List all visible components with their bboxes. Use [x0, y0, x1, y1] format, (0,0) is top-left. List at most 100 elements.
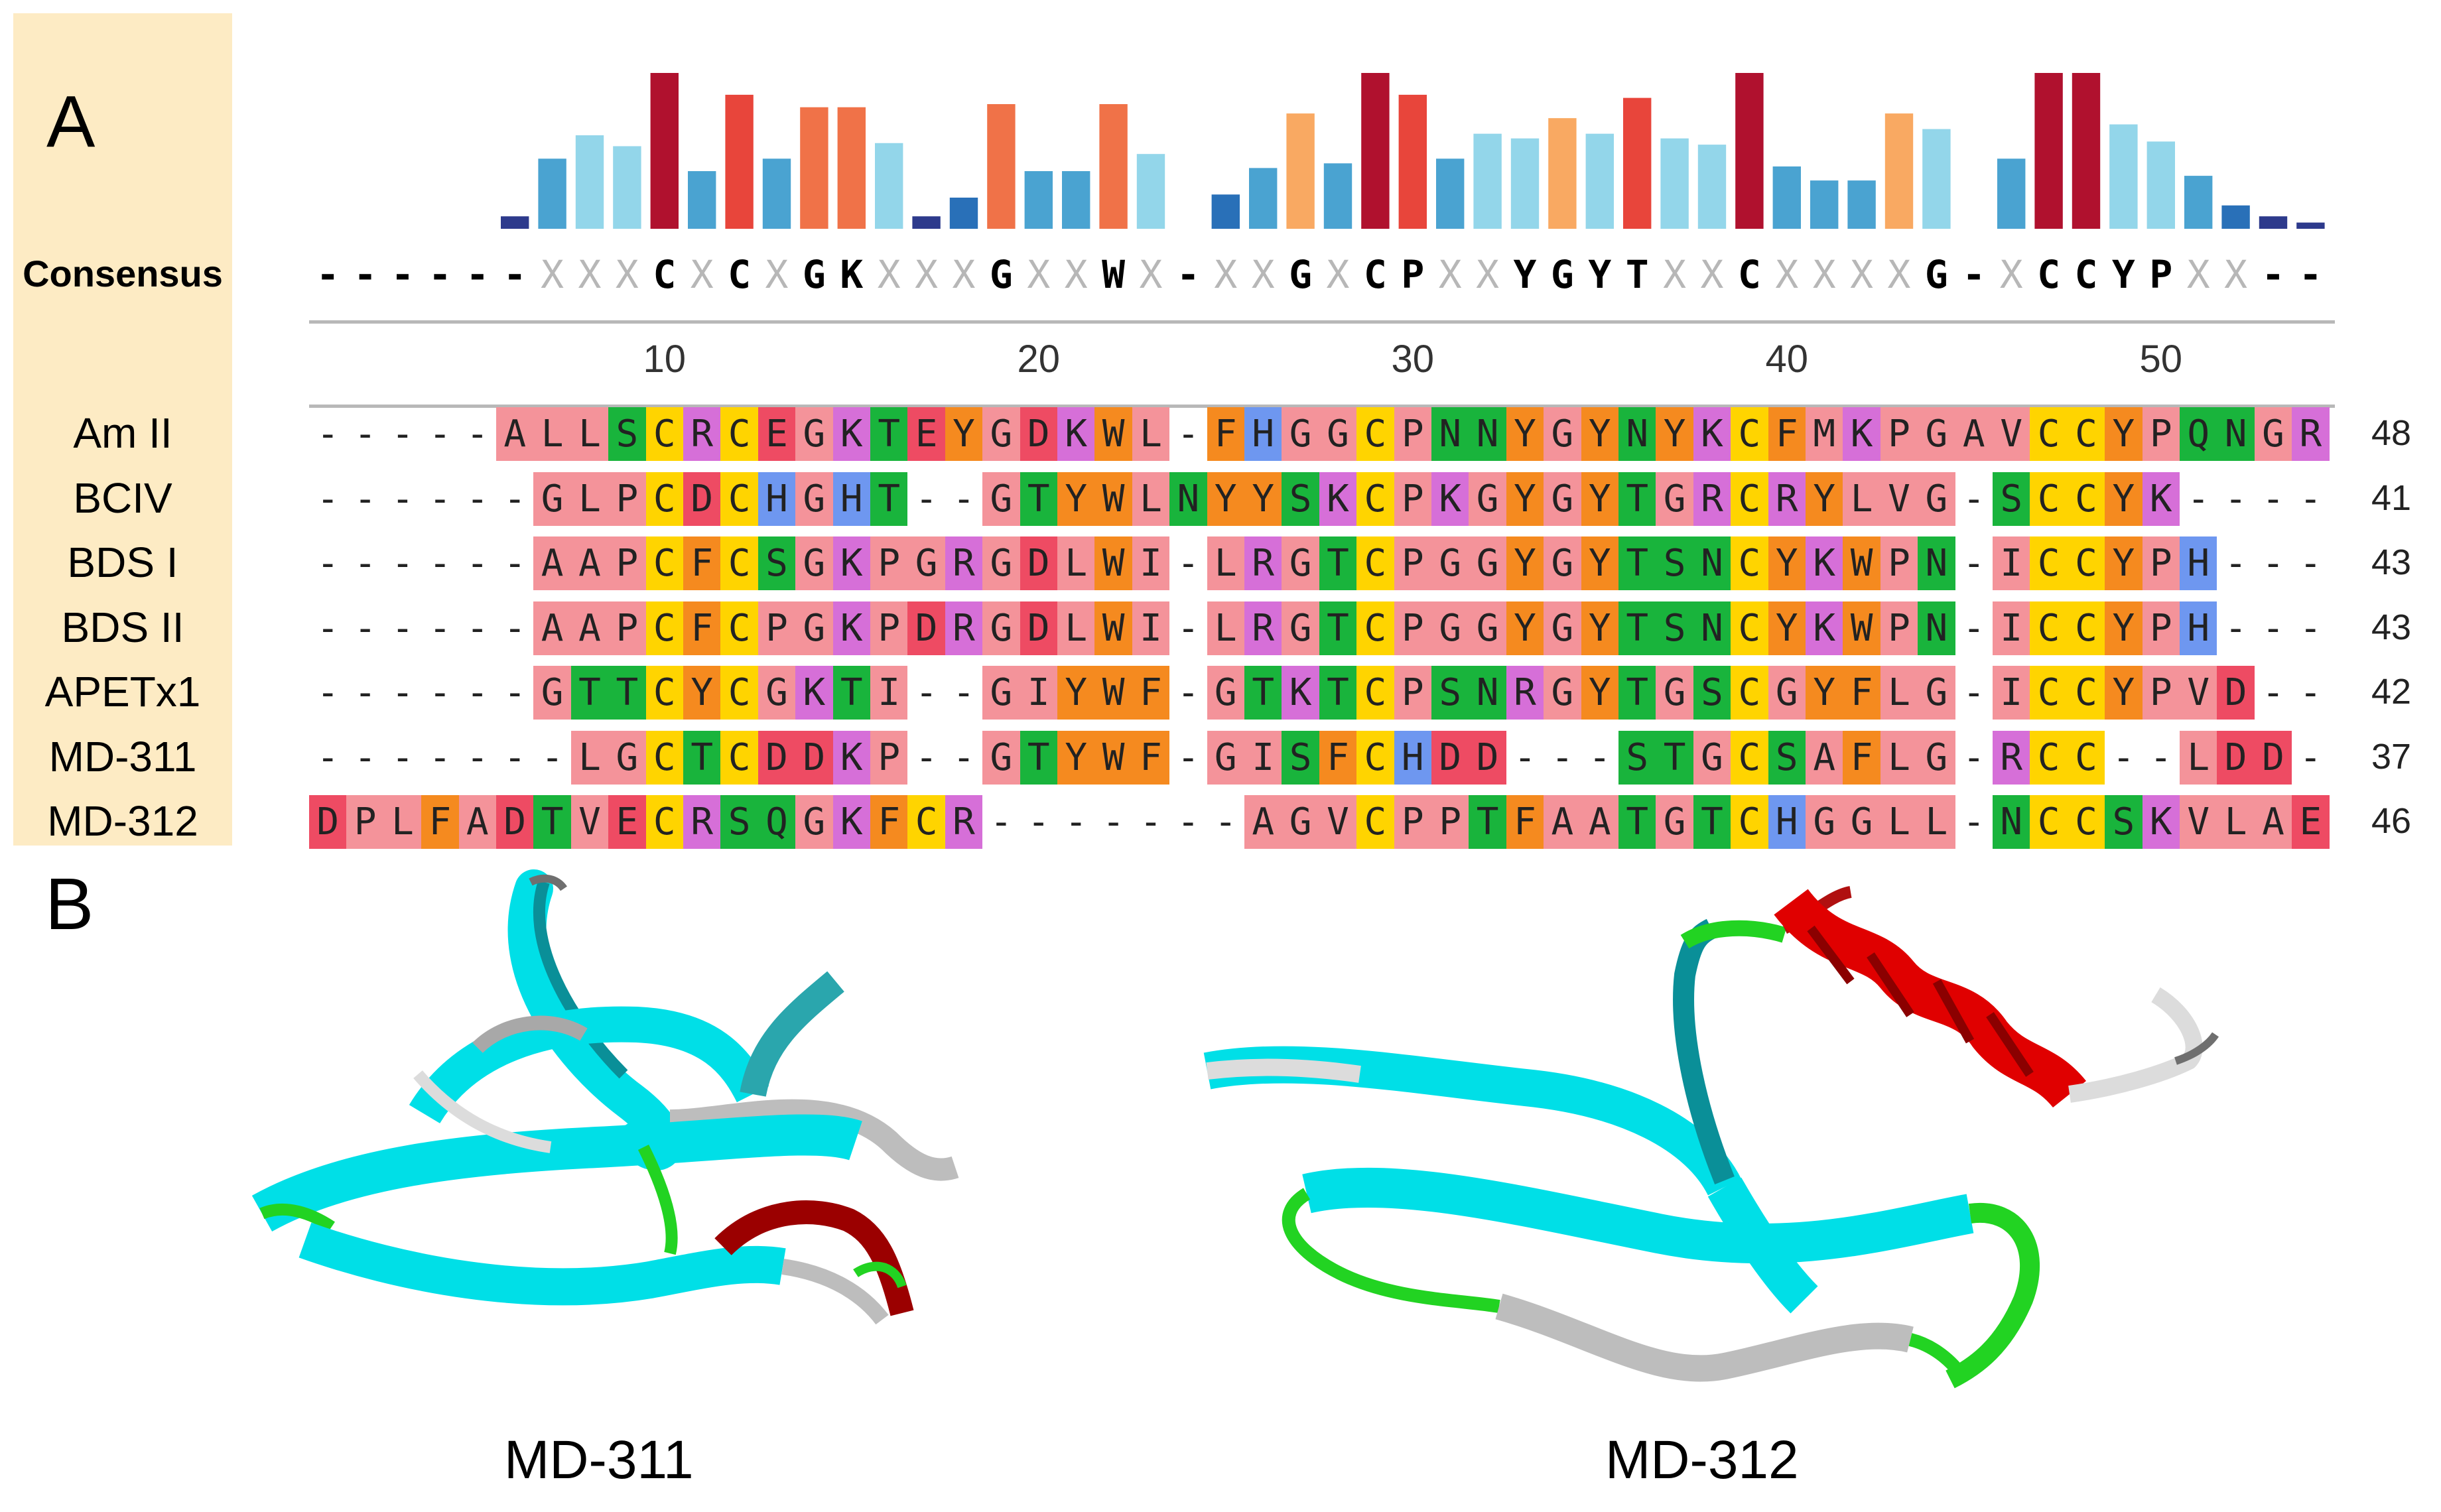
alignment-residue: G [795, 472, 833, 526]
conservation-bar [1697, 145, 1727, 229]
sequence-length: 42 [2371, 672, 2412, 712]
consensus-residue: C [1737, 252, 1761, 297]
alignment-residue: G [1918, 472, 1955, 526]
alignment-residue: V [1880, 472, 1918, 526]
alignment-residue: L [1880, 730, 1918, 785]
md-312-structure [1203, 886, 2219, 1389]
alignment-residue: C [645, 536, 683, 590]
alignment-residue: E [2292, 795, 2330, 849]
alignment-residue: D [1020, 407, 1057, 461]
conservation-bar [1660, 138, 1689, 229]
alignment-residue: H [758, 472, 796, 526]
alignment-residue: C [2067, 730, 2105, 785]
alignment-residue: G [1544, 407, 1581, 461]
alignment-gap: - [354, 606, 377, 650]
alignment-residue: G [1768, 666, 1806, 720]
alignment-residue: G [1319, 407, 1357, 461]
alignment-residue: K [795, 666, 833, 720]
alignment-residue: W [1094, 601, 1132, 655]
alignment-gap: - [1140, 800, 1162, 844]
conservation-bar [538, 158, 566, 229]
conservation-bar [1062, 171, 1090, 229]
alignment-residue: Y [1506, 601, 1544, 655]
alignment-gap: - [2299, 735, 2322, 779]
consensus-residue: X [1214, 252, 1238, 297]
alignment-residue: D [496, 795, 534, 849]
alignment-residue: T [1618, 472, 1656, 526]
consensus-residue: C [2037, 252, 2061, 297]
alignment-residue: N [1993, 795, 2030, 849]
consensus-residue: X [690, 252, 714, 297]
alignment-residue: S [758, 536, 796, 590]
alignment-gap: - [466, 606, 489, 650]
conservation-bar [1361, 73, 1390, 229]
alignment-gap: - [316, 542, 340, 585]
conservation-bar [1922, 129, 1951, 229]
alignment-gap: - [1962, 735, 1985, 779]
consensus-residue: - [354, 252, 377, 297]
conservation-bar [1884, 113, 1914, 229]
alignment-gap: - [1177, 542, 1200, 585]
alignment-residue: N [1169, 472, 1207, 526]
consensus-residue: P [1401, 252, 1425, 297]
alignment-gap: - [915, 671, 938, 714]
alignment-residue: K [832, 407, 870, 461]
alignment-gap: - [316, 477, 340, 521]
alignment-residue: P [1880, 536, 1918, 590]
alignment-residue: E [758, 407, 796, 461]
conservation-bar [1136, 154, 1165, 229]
alignment-residue: A [1806, 730, 1843, 785]
consensus-residue: X [765, 252, 789, 297]
alignment-residue: C [1731, 730, 1768, 785]
conservation-bar [1473, 133, 1502, 229]
alignment-residue: T [570, 666, 609, 720]
alignment-residue: L [1057, 601, 1095, 655]
alignment-gap: - [316, 735, 340, 779]
axis-top-line [309, 320, 2335, 324]
alignment-residue: G [1693, 730, 1731, 785]
alignment-residue: C [720, 472, 758, 526]
alignment-residue: G [1431, 601, 1469, 655]
alignment-residue: S [1993, 472, 2030, 526]
consensus-residue: X [2224, 252, 2248, 297]
alignment-residue: L [2180, 730, 2217, 785]
alignment-residue: D [683, 472, 721, 526]
alignment-residue: G [1656, 666, 1693, 720]
conservation-bar [1997, 158, 2026, 229]
conservation-bar [575, 135, 604, 229]
consensus-residue: X [1663, 252, 1687, 297]
alignment-residue: Y [1057, 472, 1095, 526]
alignment-residue: G [2254, 407, 2292, 461]
alignment-residue: P [1880, 407, 1918, 461]
alignment-residue: F [1843, 666, 1880, 720]
alignment-residue: G [1282, 536, 1319, 590]
alignment-gap: - [1962, 606, 1985, 650]
sequence-name: APETx1 [44, 668, 201, 716]
alignment-residue: C [2030, 795, 2068, 849]
axis-tick-label: 10 [643, 338, 687, 381]
consensus-residue: C [2074, 252, 2098, 297]
alignment-residue: P [1394, 472, 1431, 526]
alignment-residue: S [2105, 795, 2143, 849]
alignment-residue: P [1394, 536, 1431, 590]
conservation-bar [725, 94, 754, 229]
conservation-bar [2146, 141, 2175, 229]
alignment-residue: I [1132, 601, 1170, 655]
alignment-gap: - [316, 671, 340, 714]
alignment-residue: Y [1806, 666, 1843, 720]
consensus-residue: Y [1513, 252, 1537, 297]
conservation-bar [1510, 138, 1540, 229]
structure-panels [251, 869, 2219, 1389]
alignment-gap: - [429, 671, 452, 714]
consensus-residue: - [503, 252, 527, 297]
alignment-residue: C [1731, 666, 1768, 720]
consensus-residue: G [989, 252, 1013, 297]
conservation-bar [1398, 94, 1427, 229]
alignment-residue: P [1394, 666, 1431, 720]
alignment-residue: D [2254, 730, 2292, 785]
consensus-residue: G [1924, 252, 1948, 297]
alignment-residue: T [870, 407, 908, 461]
alignment-residue: I [1993, 536, 2030, 590]
alignment-residue: Y [1207, 472, 1244, 526]
alignment-residue: R [683, 407, 721, 461]
